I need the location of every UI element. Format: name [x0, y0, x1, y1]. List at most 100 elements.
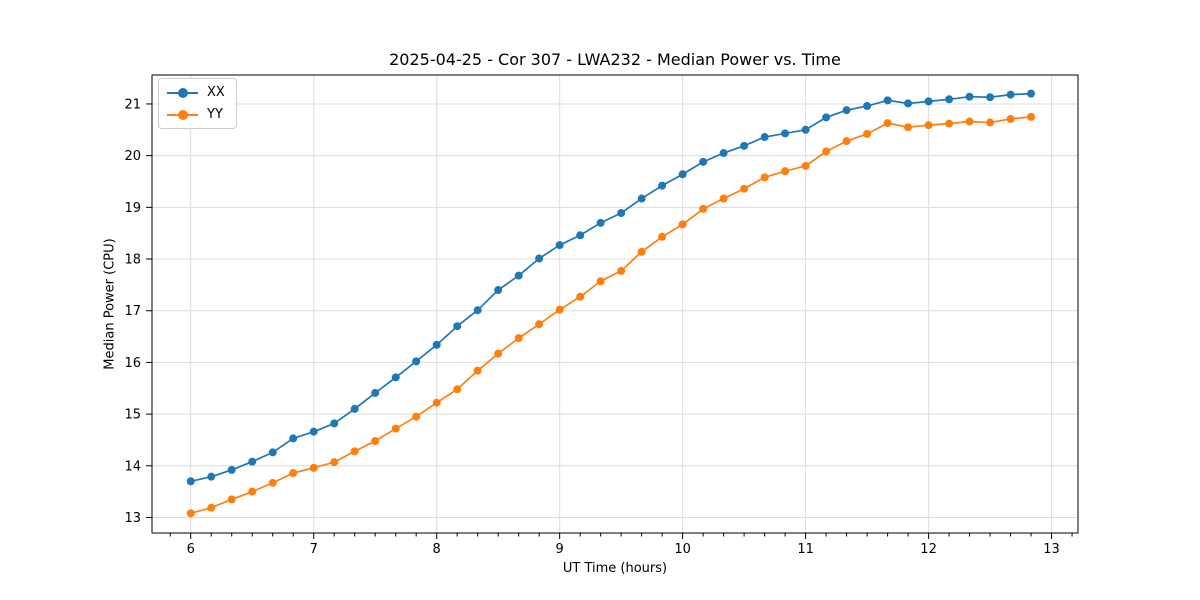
data-point [637, 194, 646, 203]
legend-swatch-xx-icon [167, 87, 198, 98]
data-point [924, 97, 933, 106]
data-point [904, 99, 913, 108]
data-point [535, 254, 544, 263]
data-point [207, 503, 216, 512]
y-tick-label: 21 [124, 97, 141, 112]
y-tick-label: 13 [124, 511, 141, 526]
data-point [863, 102, 872, 111]
data-point [371, 388, 380, 397]
x-tick-label: 7 [310, 542, 318, 557]
y-tick-label: 16 [124, 356, 141, 371]
data-point [965, 92, 974, 101]
data-point [883, 119, 892, 128]
data-point [678, 220, 687, 229]
legend-label-yy: YY [207, 107, 223, 122]
data-point [432, 340, 441, 349]
data-point [473, 366, 482, 375]
data-point [986, 93, 995, 102]
data-point [740, 184, 749, 193]
y-tick-label: 18 [124, 253, 141, 268]
x-tick-label: 9 [556, 542, 564, 557]
y-tick-label: 17 [124, 304, 141, 319]
data-point [248, 487, 257, 496]
data-point [1006, 90, 1015, 99]
data-point [412, 357, 421, 366]
data-point [514, 271, 523, 280]
data-point [453, 385, 462, 394]
data-point [924, 121, 933, 130]
data-point [637, 247, 646, 256]
data-point [842, 106, 851, 115]
data-point [371, 436, 380, 445]
data-point [658, 232, 667, 241]
data-point [1027, 112, 1036, 121]
y-tick-label: 19 [124, 201, 141, 216]
data-point [596, 277, 605, 286]
data-point [412, 412, 421, 421]
series-yy-markers [186, 112, 1036, 518]
series-xx-markers [186, 89, 1036, 486]
data-point [309, 427, 318, 436]
data-point [617, 266, 626, 275]
data-point [268, 478, 277, 487]
data-point [883, 96, 892, 105]
data-point [1027, 89, 1036, 98]
data-point [945, 119, 954, 128]
data-point [453, 322, 462, 331]
y-axis-label: Median Power (CPU) [102, 238, 118, 370]
data-point [268, 448, 277, 457]
data-point [576, 292, 585, 301]
data-point [719, 194, 728, 203]
data-point [740, 141, 749, 150]
data-point [863, 129, 872, 138]
data-point [391, 373, 400, 382]
data-point [781, 129, 790, 138]
series-xx-line [190, 92, 1032, 483]
data-point [514, 334, 523, 343]
data-point [904, 123, 913, 132]
data-point [781, 167, 790, 176]
data-point [330, 419, 339, 428]
data-point [186, 477, 195, 486]
x-tick-label: 12 [920, 542, 937, 557]
data-point [248, 457, 257, 466]
x-tick-label: 13 [1043, 542, 1060, 557]
data-point [596, 218, 605, 227]
data-point [350, 404, 359, 413]
y-tick-label: 20 [124, 149, 141, 164]
data-point [289, 469, 298, 478]
legend-box: XX YY [158, 78, 237, 129]
data-point [699, 204, 708, 213]
data-point [186, 509, 195, 518]
data-point [801, 161, 810, 170]
data-point [576, 231, 585, 240]
data-point [617, 209, 626, 218]
data-point [658, 181, 667, 190]
x-tick-labels: 6 7 8 9 10 11 12 13 [187, 542, 1060, 557]
x-tick-label: 6 [187, 542, 195, 557]
x-tick-label: 10 [674, 542, 691, 557]
data-point [822, 147, 831, 156]
x-axis-label: UT Time (hours) [562, 561, 668, 576]
y-tick-label: 15 [124, 408, 141, 423]
y-tick-label: 14 [124, 459, 141, 474]
data-point [207, 472, 216, 481]
legend-swatch-yy-icon [167, 109, 198, 120]
data-point [494, 286, 503, 295]
data-point [986, 118, 995, 127]
data-point [699, 157, 708, 166]
legend-label-xx: XX [207, 85, 225, 100]
gridlines [152, 75, 1078, 533]
data-point [822, 113, 831, 122]
y-tick-labels: 13 14 15 16 17 18 19 20 21 [124, 97, 141, 526]
data-point [719, 149, 728, 158]
data-point [391, 424, 400, 433]
data-point [330, 458, 339, 467]
data-point [945, 95, 954, 104]
data-point [432, 398, 441, 407]
data-point [350, 447, 359, 456]
data-point [965, 117, 974, 126]
legend-item-xx: XX [167, 85, 225, 100]
data-point [227, 495, 236, 504]
chart-title: 2025-04-25 - Cor 307 - LWA232 - Median P… [389, 50, 841, 69]
